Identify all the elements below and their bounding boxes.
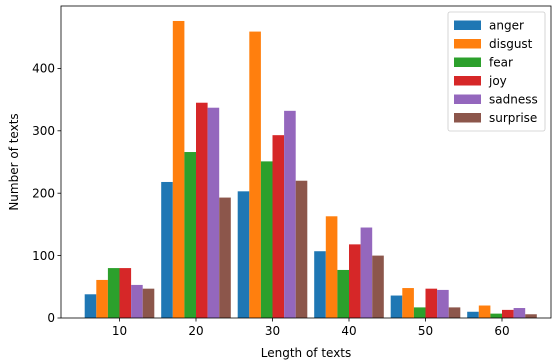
legend-swatch-fear [454, 57, 481, 67]
bar-surprise-30 [295, 180, 308, 318]
bar-disgust-60 [478, 305, 491, 318]
bar-joy-40 [349, 244, 361, 318]
legend-label-disgust: disgust [489, 37, 533, 51]
bar-disgust-50 [402, 288, 414, 318]
series-fear [107, 152, 502, 318]
legend-swatch-surprise [454, 113, 481, 123]
bar-fear-20 [184, 152, 196, 318]
legend-swatch-anger [454, 20, 481, 30]
bar-sadness-20 [207, 107, 220, 319]
x-tick-label: 50 [418, 324, 433, 338]
series-anger [84, 181, 479, 318]
y-tick-label: 0 [47, 311, 55, 325]
bar-sadness-30 [284, 110, 296, 318]
legend-label-fear: fear [489, 56, 513, 70]
bar-joy-20 [196, 102, 208, 318]
bar-fear-10 [107, 268, 120, 318]
bar-sadness-40 [360, 227, 373, 318]
bar-anger-60 [467, 311, 479, 318]
series-joy [119, 102, 514, 318]
bar-disgust-20 [172, 20, 185, 318]
bar-fear-30 [260, 161, 273, 318]
bar-surprise-40 [372, 255, 384, 318]
plot-frame [60, 5, 552, 319]
bar-fear-50 [413, 307, 426, 318]
legend-swatch-joy [454, 76, 481, 86]
bars-layer [84, 20, 537, 319]
bar-surprise-20 [219, 197, 231, 318]
bar-surprise-10 [142, 288, 155, 318]
legend-label-joy: joy [488, 74, 507, 88]
bar-disgust-30 [249, 31, 261, 319]
bar-anger-50 [390, 295, 403, 318]
axes-layer: 10 20 30 40 50 60 0 100 200 300 400 [32, 5, 552, 338]
x-tick-label: 60 [494, 324, 509, 338]
bar-surprise-60 [525, 314, 537, 318]
bar-fear-60 [490, 313, 502, 318]
y-axis-label: Number of texts [7, 113, 21, 210]
x-tick-label: 20 [188, 324, 203, 338]
bar-sadness-60 [513, 308, 526, 318]
bar-anger-20 [161, 181, 173, 318]
bar-anger-40 [314, 251, 326, 318]
y-tick-label: 100 [32, 249, 55, 263]
series-sadness [131, 107, 526, 319]
legend-swatch-disgust [454, 39, 481, 49]
bar-joy-10 [119, 268, 132, 318]
y-tick-label: 300 [32, 124, 55, 138]
bar-surprise-50 [448, 307, 461, 318]
x-tick-label: 40 [341, 324, 356, 338]
legend-label-anger: anger [489, 19, 524, 33]
bar-fear-40 [337, 269, 349, 318]
bar-disgust-10 [96, 279, 108, 318]
legend-label-surprise: surprise [489, 111, 537, 125]
bar-sadness-50 [437, 289, 449, 318]
y-tick-label: 400 [32, 62, 55, 76]
bar-disgust-40 [325, 216, 338, 318]
bar-sadness-10 [131, 284, 143, 318]
legend-swatch-sadness [454, 94, 481, 104]
y-tick-label: 200 [32, 186, 55, 200]
x-tick-label: 30 [265, 324, 280, 338]
bar-joy-60 [502, 309, 514, 318]
series-surprise [142, 180, 537, 318]
bar-joy-50 [425, 288, 438, 318]
legend: anger disgust fear joy sadness surprise [447, 11, 546, 132]
bar-anger-10 [84, 294, 97, 318]
bar-anger-30 [237, 191, 250, 318]
series-disgust [96, 20, 491, 319]
bar-joy-30 [272, 135, 285, 318]
x-axis-label: Length of texts [261, 346, 352, 360]
legend-label-sadness: sadness [489, 93, 538, 107]
x-tick-label: 10 [112, 324, 127, 338]
